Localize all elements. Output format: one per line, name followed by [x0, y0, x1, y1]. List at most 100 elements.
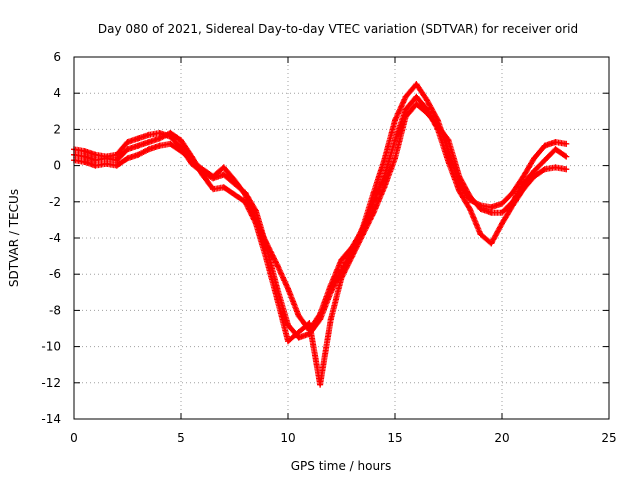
data-point	[456, 187, 463, 194]
data-point	[145, 139, 152, 146]
data-point	[242, 198, 249, 205]
data-point	[285, 338, 291, 345]
y-axis-label: SDTVAR / TECUs	[7, 189, 21, 287]
y-tick-label: 0	[53, 159, 61, 173]
data-point	[242, 191, 249, 198]
data-point	[327, 282, 334, 289]
data-point	[402, 113, 409, 120]
data-points	[71, 81, 570, 388]
data-point	[327, 316, 334, 323]
y-tick-label: -2	[49, 195, 61, 209]
data-point	[317, 381, 324, 388]
data-point	[445, 158, 452, 165]
data-point	[113, 151, 120, 158]
data-point	[488, 240, 495, 247]
data-point	[531, 168, 538, 175]
data-point	[252, 220, 259, 227]
x-tick-label: 5	[177, 431, 185, 445]
data-point	[92, 151, 99, 158]
x-tick-label: 25	[601, 431, 616, 445]
data-point	[124, 155, 131, 162]
data-point	[220, 164, 227, 171]
data-point	[531, 155, 538, 162]
data-point	[210, 186, 217, 193]
data-point	[563, 140, 570, 147]
y-tick-label: -10	[41, 340, 61, 354]
data-point	[199, 171, 206, 178]
data-point	[499, 200, 505, 207]
data-point	[103, 160, 110, 167]
data-point	[178, 137, 184, 144]
y-tick-label: 4	[53, 86, 61, 100]
data-point	[145, 146, 152, 153]
data-point	[338, 274, 345, 281]
data-point	[552, 146, 559, 153]
data-point	[210, 173, 217, 180]
data-point	[285, 285, 291, 292]
y-tick-label: -14	[41, 412, 61, 426]
data-point	[541, 142, 548, 149]
data-point	[509, 189, 516, 196]
data-point	[274, 262, 281, 269]
data-point	[488, 204, 495, 211]
y-tick-label: -12	[41, 376, 61, 390]
data-point	[167, 140, 174, 147]
data-point	[81, 148, 88, 155]
data-point	[424, 97, 431, 104]
data-point	[295, 334, 302, 341]
data-point	[477, 231, 484, 238]
data-point	[499, 209, 505, 216]
data-point	[178, 148, 184, 155]
data-point	[349, 253, 356, 260]
data-point	[381, 173, 388, 180]
data-point	[81, 153, 88, 160]
data-point	[466, 206, 473, 213]
data-point	[402, 93, 409, 100]
axis-tick-labels: 0 5 10 15 20 25 -14 -12 -10 -8 -6 -4 -2 0 2 4 6	[41, 50, 616, 445]
data-point	[135, 142, 142, 149]
y-tick-label: 6	[53, 50, 61, 64]
data-point	[552, 164, 559, 171]
data-point	[402, 106, 409, 113]
data-point	[392, 117, 398, 124]
data-point	[188, 153, 195, 160]
data-point	[135, 151, 142, 158]
data-point	[381, 184, 388, 191]
data-point	[220, 184, 227, 191]
data-point	[103, 155, 110, 162]
data-point	[274, 296, 281, 303]
x-tick-label: 15	[387, 431, 402, 445]
data-point	[392, 155, 398, 162]
data-point	[520, 180, 527, 187]
data-point	[167, 130, 174, 137]
y-tick-label: -4	[49, 231, 61, 245]
data-point	[413, 101, 420, 108]
data-point	[81, 158, 88, 165]
data-point	[231, 177, 238, 184]
x-tick-label: 20	[494, 431, 509, 445]
data-point	[370, 209, 377, 216]
data-point	[295, 329, 302, 336]
data-point	[413, 93, 420, 100]
data-point	[488, 209, 495, 216]
data-point	[231, 191, 238, 198]
data-point	[156, 142, 163, 149]
data-point	[477, 206, 484, 213]
data-point	[456, 173, 463, 180]
data-point	[424, 110, 431, 117]
data-point	[552, 139, 559, 146]
data-point	[541, 166, 548, 173]
y-tick-label: -6	[49, 267, 61, 281]
y-tick-label: -8	[49, 303, 61, 317]
data-point	[92, 162, 99, 169]
data-point	[563, 166, 570, 173]
data-point	[338, 256, 345, 263]
data-point	[541, 157, 548, 164]
data-point	[359, 231, 366, 238]
data-point	[499, 220, 505, 227]
data-point	[285, 321, 291, 328]
axis-ticks	[73, 56, 610, 420]
data-point	[520, 173, 527, 180]
